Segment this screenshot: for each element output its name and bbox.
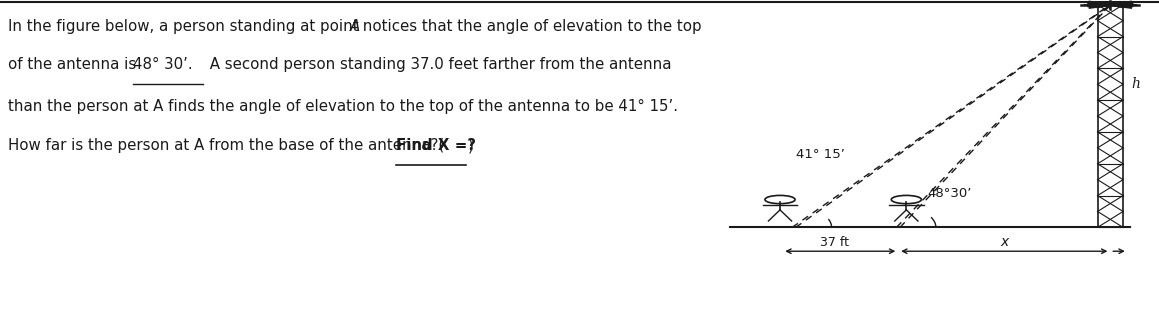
Text: Find X =?: Find X =? [396,138,476,153]
Text: x: x [1000,235,1008,249]
Text: How far is the person at A from the base of the antenna?(: How far is the person at A from the base… [8,138,444,153]
Text: 37 ft: 37 ft [819,236,850,249]
Text: A second person standing 37.0 feet farther from the antenna: A second person standing 37.0 feet farth… [205,57,672,72]
Text: than the person at A finds the angle of elevation to the top of the antenna to b: than the person at A finds the angle of … [8,99,678,114]
Text: h: h [1131,77,1140,91]
Text: of the antenna is: of the antenna is [8,57,141,72]
Text: In the figure below, a person standing at point: In the figure below, a person standing a… [8,19,364,34]
Text: notices that the angle of elevation to the top: notices that the angle of elevation to t… [358,19,701,34]
Text: 41° 15’: 41° 15’ [796,148,845,161]
Text: ): ) [468,138,474,153]
Text: 48° 30’.: 48° 30’. [133,57,192,72]
Text: A: A [350,19,360,34]
Text: 48°30’: 48°30’ [927,187,971,200]
